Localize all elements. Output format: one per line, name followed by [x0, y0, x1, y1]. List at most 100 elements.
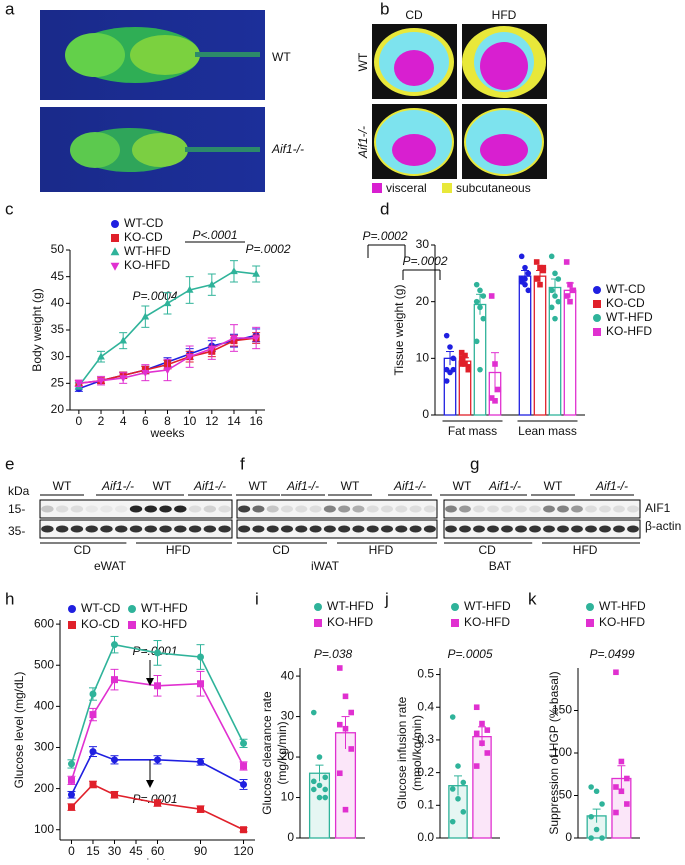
- point: [240, 762, 248, 770]
- series-line: [70, 750, 244, 796]
- point: [197, 758, 205, 766]
- point: [240, 826, 248, 834]
- legend-label: KO-HFD: [124, 258, 170, 272]
- column-label: CD: [405, 8, 423, 22]
- x-tick-label: 90: [194, 844, 208, 858]
- y-tick-label: 0.1: [417, 797, 434, 811]
- y-tick-label: 35: [51, 322, 65, 336]
- y-tick-label: 500: [34, 657, 54, 671]
- point: [154, 756, 161, 764]
- point: [185, 285, 194, 293]
- y-tick-label: 10: [416, 351, 430, 365]
- data-point: [618, 758, 625, 765]
- y-tick-label: 20: [51, 402, 65, 416]
- band: [129, 505, 143, 513]
- band: [159, 505, 172, 513]
- band: [473, 505, 485, 513]
- data-point: [443, 378, 450, 384]
- band: [323, 505, 336, 513]
- band: [487, 525, 499, 533]
- y-tick-label: 600: [34, 616, 54, 630]
- y-tick-label: 50: [559, 788, 573, 802]
- annotation: P=.0002: [402, 254, 447, 268]
- point: [89, 690, 97, 698]
- legend-label: KO-HFD: [141, 617, 187, 631]
- legend-marker: [451, 603, 459, 611]
- data-point: [473, 338, 480, 345]
- band: [55, 525, 69, 533]
- tissue-label: eWAT: [94, 559, 127, 573]
- band: [585, 525, 597, 533]
- genotype-label: WT: [453, 479, 472, 493]
- legend-label: WT-HFD: [124, 244, 171, 258]
- data-point: [525, 287, 532, 294]
- data-point: [322, 786, 329, 793]
- data-point: [563, 259, 570, 265]
- point: [110, 676, 118, 684]
- point: [230, 267, 238, 275]
- data-point: [310, 709, 317, 716]
- band: [395, 505, 408, 513]
- genotype-label: WT: [249, 479, 268, 493]
- data-point: [342, 806, 349, 813]
- band: [309, 525, 322, 533]
- data-point: [348, 746, 355, 752]
- data-point: [567, 281, 573, 288]
- genotype-label: Aif1-/-: [595, 479, 628, 493]
- point: [252, 269, 260, 277]
- band: [323, 525, 336, 533]
- blot: [443, 519, 641, 539]
- point: [75, 380, 83, 388]
- band: [85, 525, 98, 533]
- legend-label: KO-HFD: [327, 615, 373, 629]
- x-tick-label: 10: [183, 414, 197, 428]
- y-tick-label: 0: [422, 407, 429, 421]
- band: [238, 505, 251, 513]
- band: [515, 525, 527, 533]
- data-point: [599, 835, 605, 841]
- blot: [236, 499, 438, 519]
- band: [100, 525, 113, 533]
- band: [515, 505, 527, 513]
- data-point: [310, 778, 317, 785]
- x-axis-label: minutes: [136, 856, 178, 860]
- legend-marker: [110, 247, 120, 256]
- data-point: [473, 281, 480, 288]
- data-point: [588, 784, 594, 790]
- data-point: [455, 763, 461, 769]
- row-label: Aif1-/-: [356, 126, 370, 159]
- legend-label: KO-CD: [606, 296, 645, 310]
- y-tick-label: 10: [281, 790, 295, 804]
- point: [89, 748, 97, 756]
- band: [395, 525, 408, 533]
- point: [197, 805, 205, 813]
- y-axis-label: Suppression of HGP (% basal): [547, 671, 561, 834]
- band: [473, 525, 485, 533]
- y-tick-label: 30: [281, 709, 295, 723]
- point: [230, 335, 238, 343]
- x-tick-label: 45: [129, 844, 143, 858]
- annotation: P=.0001: [132, 792, 177, 806]
- y-tick-label: 100: [552, 745, 572, 759]
- data-point: [462, 352, 468, 359]
- band: [487, 505, 499, 513]
- data-point: [473, 298, 480, 305]
- data-point: [477, 366, 483, 373]
- band: [423, 505, 436, 513]
- legend-marker: [111, 220, 119, 228]
- band: [295, 505, 308, 513]
- legend-label: WT-HFD: [606, 310, 653, 324]
- data-point: [540, 264, 547, 271]
- y-axis-label: (mg/kg/min): [275, 721, 289, 784]
- y-axis-label: Body weight (g): [30, 288, 44, 371]
- data-point: [449, 818, 456, 825]
- band: [501, 505, 513, 513]
- data-point: [518, 253, 525, 260]
- legend-label: KO-HFD: [606, 324, 652, 338]
- data-point: [613, 809, 619, 816]
- y-tick-label: 0.0: [417, 830, 434, 844]
- band: [459, 525, 471, 533]
- legend-label: WT-CD: [124, 216, 164, 230]
- data-point: [455, 795, 461, 802]
- data-point: [588, 835, 594, 841]
